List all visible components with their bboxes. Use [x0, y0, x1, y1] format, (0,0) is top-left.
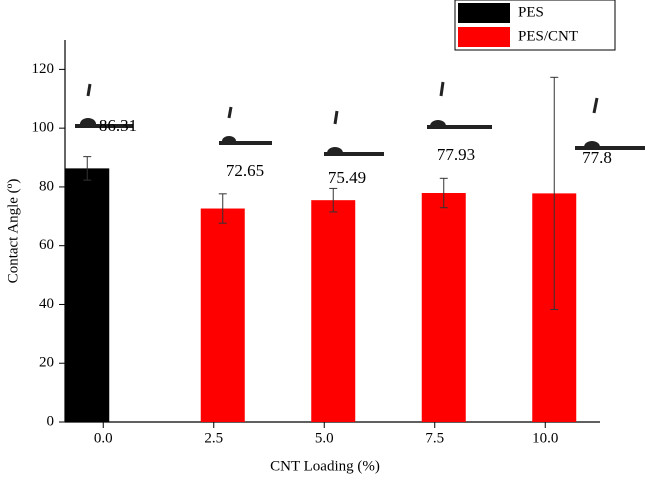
- legend-label: PES: [518, 4, 544, 20]
- x-tick-label: 7.5: [425, 430, 444, 446]
- bar: [200, 208, 245, 422]
- y-axis-title: Contact Angle (º): [5, 179, 21, 284]
- error-bar: [329, 187, 338, 213]
- legend-label: PES/CNT: [518, 28, 578, 44]
- error-bar: [550, 76, 559, 310]
- y-tick-label: 100: [32, 120, 55, 136]
- x-tick-label: 0.0: [94, 430, 113, 446]
- y-tick-label: 20: [39, 355, 54, 371]
- x-tick-label: 5.0: [315, 430, 334, 446]
- y-tick-label: 80: [39, 178, 54, 194]
- y-tick-label: 120: [32, 61, 55, 77]
- bar: [421, 193, 466, 422]
- legend-swatch: [458, 27, 510, 47]
- y-tick-label: 60: [39, 237, 54, 253]
- x-axis-title: CNT Loading (%): [270, 458, 380, 474]
- data-label: 77.93: [437, 145, 475, 164]
- x-tick-label: 2.5: [204, 430, 223, 446]
- y-tick-label: 0: [47, 413, 55, 429]
- data-label: 77.8: [582, 148, 612, 167]
- legend-swatch: [458, 3, 510, 23]
- error-bar: [439, 177, 448, 209]
- data-label: 75.49: [328, 168, 366, 187]
- bar: [311, 200, 356, 422]
- y-tick-label: 40: [39, 296, 54, 312]
- data-label: 86.31: [99, 116, 137, 135]
- data-label: 72.65: [226, 161, 264, 180]
- error-bar: [83, 156, 92, 181]
- bar: [65, 168, 110, 422]
- x-tick-label: 10.0: [532, 430, 558, 446]
- droplet-insets: [75, 81, 645, 156]
- error-bar: [218, 193, 227, 224]
